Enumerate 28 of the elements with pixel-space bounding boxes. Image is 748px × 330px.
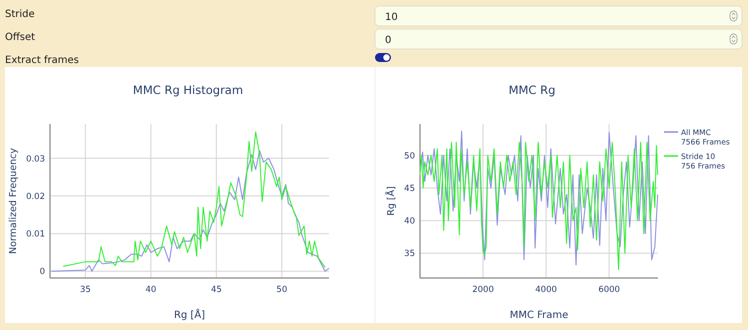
x-axis-title: Rg [Å]: [174, 308, 206, 321]
x-tick-label: 45: [210, 285, 222, 295]
y-tick-label: 40: [404, 216, 415, 227]
y-axis-title: Normalized Frequency: [8, 148, 19, 254]
line-series: [62, 131, 326, 268]
y-axis-title: Rg [Å]: [385, 186, 397, 216]
y-tick-label: 0: [40, 267, 45, 278]
x-tick-label: 40: [145, 285, 156, 295]
x-tick-label: 50: [276, 285, 288, 295]
y-tick-label: 50: [404, 151, 415, 162]
chart-title: MMC Rg Histogram: [132, 83, 244, 97]
chart-title: MMC Rg: [508, 83, 556, 97]
x-axis-title: MMC Frame: [510, 310, 568, 321]
text: 10: [385, 12, 398, 23]
x-tick-label: 35: [80, 285, 91, 295]
y-tick-label: 35: [404, 249, 415, 260]
text: Offset: [5, 32, 36, 43]
text: 0: [385, 35, 392, 46]
x-tick-label: 2000: [472, 285, 494, 295]
y-tick-label: 0.02: [26, 192, 45, 202]
y-tick-label: 0.01: [26, 230, 45, 240]
text: Extract frames: [5, 55, 79, 66]
y-tick-label: 45: [404, 184, 415, 194]
x-tick-label: 4000: [535, 285, 557, 295]
line-series: [50, 150, 330, 272]
y-tick-label: 0.03: [26, 154, 45, 164]
text: Stride: [5, 9, 35, 20]
x-tick-label: 6000: [598, 285, 620, 295]
